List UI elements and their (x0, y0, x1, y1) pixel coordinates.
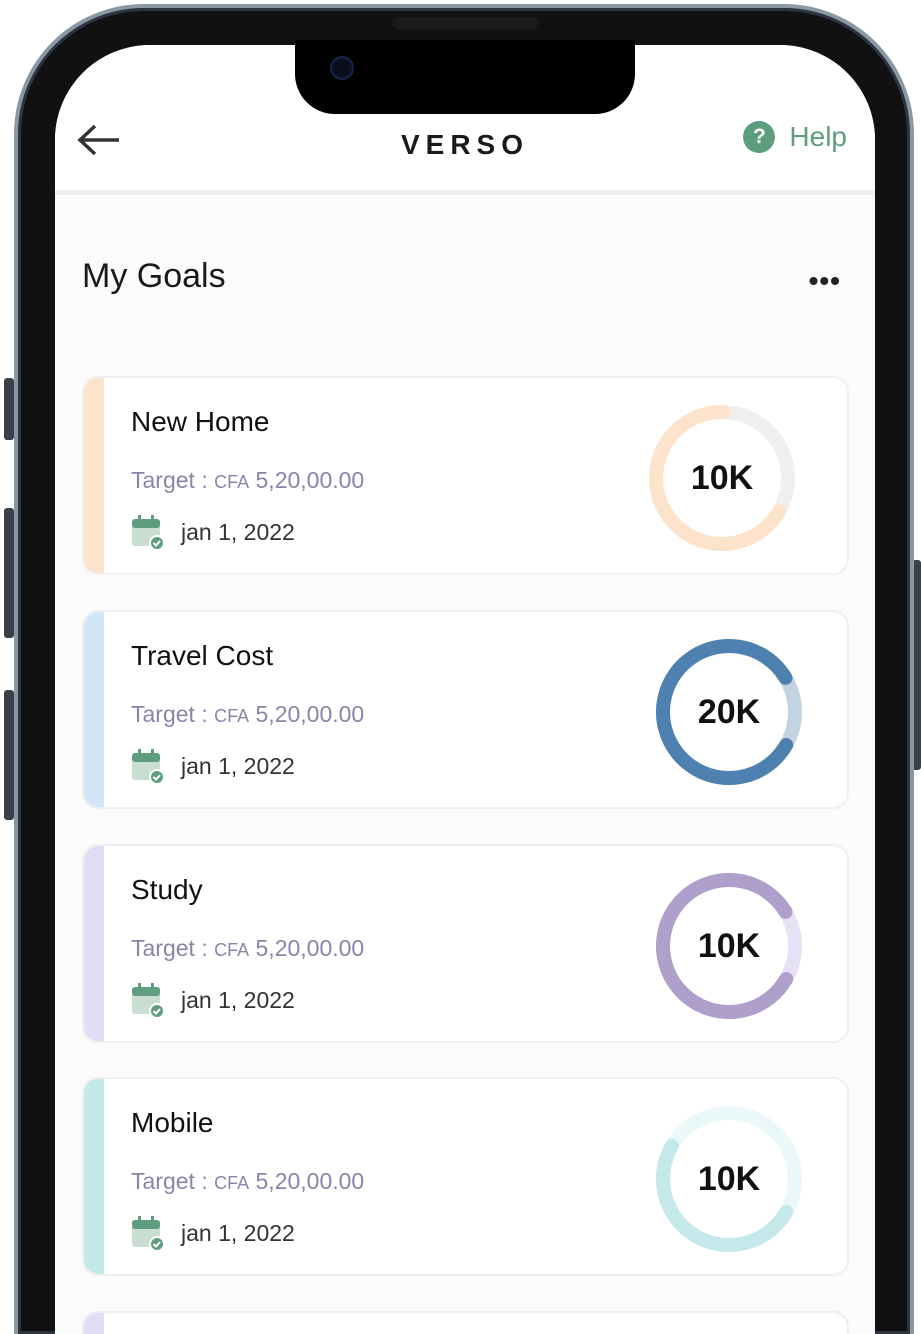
calendar-check-icon (132, 515, 165, 550)
ring-value: 10K (690, 458, 754, 497)
help-icon: ? (743, 121, 776, 153)
more-options-icon[interactable]: ••• (808, 265, 841, 296)
goal-target: Target : CFA 5,20,00.00 (131, 467, 364, 494)
progress-ring: 10K (649, 1099, 809, 1259)
currency: CFA (214, 1173, 250, 1193)
card-color-strip (84, 846, 104, 1041)
page-title: My Goals (82, 257, 226, 295)
goal-card[interactable]: Travel Cost Target : CFA 5,20,00.00 jan … (82, 610, 849, 809)
goal-card[interactable]: Mobile Target : CFA 5,20,00.00 jan 1, 20… (82, 1077, 849, 1276)
ring-progress (656, 639, 802, 785)
goal-target: Target : CFA 5,20,00.00 (131, 935, 364, 962)
target-label: Target : (131, 701, 208, 727)
goal-name: New Home (131, 406, 270, 437)
date-text: jan 1, 2022 (181, 518, 295, 545)
phone-side-button (912, 560, 921, 770)
goal-name: Travel Cost (131, 640, 274, 671)
app-title: VERSO (400, 129, 530, 160)
currency: CFA (214, 472, 250, 492)
goal-date: jan 1, 2022 (131, 748, 295, 784)
goal-card-partial[interactable] (82, 1311, 849, 1334)
date-text: jan 1, 2022 (181, 986, 295, 1013)
notch (295, 40, 635, 114)
target-label: Target : (131, 1168, 208, 1194)
target-label: Target : (131, 467, 208, 493)
help-button[interactable]: ? Help (743, 121, 847, 153)
target-amount: 5,20,00.00 (255, 1168, 365, 1194)
card-color-strip (84, 1079, 104, 1274)
ring-value: 20K (697, 692, 761, 731)
phone-side-button (4, 378, 14, 440)
phone-side-button (4, 690, 14, 820)
goal-date: jan 1, 2022 (131, 982, 295, 1018)
goal-card[interactable]: New Home Target : CFA 5,20,00.00 jan 1, … (82, 376, 849, 575)
calendar-check-icon (132, 1216, 165, 1251)
progress-ring: 20K (649, 632, 809, 792)
target-amount: 5,20,00.00 (255, 467, 365, 493)
target-label: Target : (131, 935, 208, 961)
currency: CFA (214, 706, 250, 726)
phone-side-button (4, 508, 14, 638)
target-amount: 5,20,00.00 (255, 935, 365, 961)
speaker (392, 17, 538, 29)
goal-date: jan 1, 2022 (131, 1215, 295, 1251)
goal-target: Target : CFA 5,20,00.00 (131, 701, 364, 728)
card-color-strip (84, 1313, 104, 1334)
progress-ring: 10K (649, 866, 809, 1026)
help-label: Help (789, 121, 847, 152)
currency: CFA (214, 940, 250, 960)
calendar-check-icon (132, 749, 165, 784)
ring-progress (649, 405, 795, 551)
ring-value: 10K (697, 1159, 761, 1198)
goal-date: jan 1, 2022 (131, 514, 295, 550)
goal-name: Mobile (131, 1107, 214, 1138)
date-text: jan 1, 2022 (181, 752, 295, 779)
ring-progress (656, 1106, 802, 1252)
date-text: jan 1, 2022 (181, 1219, 295, 1246)
ring-progress (656, 873, 802, 1019)
back-arrow-icon[interactable] (75, 123, 123, 157)
goal-target: Target : CFA 5,20,00.00 (131, 1168, 364, 1195)
target-amount: 5,20,00.00 (255, 701, 365, 727)
ring-value: 10K (697, 926, 761, 965)
app-screen: VERSO ? Help My Goals ••• New Home Targe… (55, 45, 875, 1334)
calendar-check-icon (132, 983, 165, 1018)
card-color-strip (84, 378, 104, 573)
goal-name: Study (131, 874, 203, 905)
camera (330, 56, 354, 80)
goal-card[interactable]: Study Target : CFA 5,20,00.00 jan 1, 202… (82, 844, 849, 1043)
card-color-strip (84, 612, 104, 807)
progress-ring: 10K (642, 398, 802, 558)
